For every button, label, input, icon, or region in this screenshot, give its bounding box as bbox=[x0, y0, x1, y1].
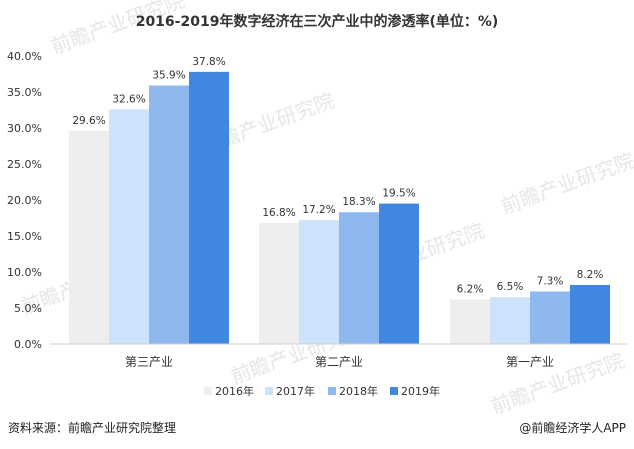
bar bbox=[450, 299, 490, 344]
y-tick-label: 20.0% bbox=[7, 194, 42, 207]
x-axis: 第三产业 第二产业 第一产业 bbox=[125, 355, 554, 369]
data-label: 8.2% bbox=[577, 269, 604, 281]
data-label: 16.8% bbox=[262, 207, 295, 219]
bar bbox=[69, 130, 109, 344]
category-label: 第三产业 bbox=[125, 355, 173, 369]
data-label: 17.2% bbox=[302, 204, 335, 216]
bar bbox=[339, 212, 379, 344]
legend-item: 2017年 bbox=[265, 384, 315, 398]
data-label: 7.3% bbox=[537, 275, 564, 287]
legend-swatch bbox=[328, 387, 336, 395]
legend-item: 2018年 bbox=[328, 384, 378, 398]
legend-item: 2016年 bbox=[204, 384, 254, 398]
y-axis: 0.0% 5.0% 10.0% 15.0% 20.0% 25.0% 30.0% 35.0% 40… bbox=[7, 50, 42, 351]
data-label: 19.5% bbox=[382, 188, 415, 200]
bar bbox=[299, 220, 339, 344]
bar-group: 6.2% 6.5% 7.3% 8.2% bbox=[450, 269, 610, 344]
y-tick-label: 35.0% bbox=[7, 86, 42, 99]
data-label: 6.2% bbox=[457, 283, 484, 295]
bar bbox=[379, 203, 419, 344]
watermark-text: 前瞻产业研究院 bbox=[498, 148, 634, 218]
bar bbox=[109, 109, 149, 344]
chart-title: 2016-2019年数字经济在三次产业中的渗透率(单位：%) bbox=[136, 13, 499, 30]
legend-label: 2017年 bbox=[276, 384, 315, 398]
category-label: 第二产业 bbox=[315, 355, 363, 369]
bar-group: 29.6% 32.6% 35.9% 37.8% bbox=[69, 56, 229, 345]
legend-label: 2019年 bbox=[401, 384, 440, 398]
y-tick-label: 15.0% bbox=[7, 230, 42, 243]
bar-group: 16.8% 17.2% 18.3% 19.5% bbox=[259, 188, 419, 344]
bar-groups: 29.6% 32.6% 35.9% 37.8% 16.8% 17.2% 18.3% 19.5%… bbox=[69, 56, 610, 345]
data-label: 35.9% bbox=[152, 70, 185, 82]
data-label: 18.3% bbox=[342, 196, 375, 208]
category-label: 第一产业 bbox=[506, 355, 554, 369]
y-tick-label: 30.0% bbox=[7, 122, 42, 135]
y-tick-label: 5.0% bbox=[14, 302, 42, 315]
data-label: 32.6% bbox=[112, 93, 145, 105]
data-label: 29.6% bbox=[72, 115, 105, 127]
data-label: 6.5% bbox=[497, 281, 524, 293]
bar bbox=[149, 85, 189, 345]
legend-swatch bbox=[265, 387, 273, 395]
legend-swatch bbox=[204, 387, 212, 395]
y-tick-label: 40.0% bbox=[7, 50, 42, 63]
bar bbox=[570, 284, 610, 344]
bar bbox=[189, 71, 229, 344]
data-label: 37.8% bbox=[192, 56, 225, 68]
credit-text: @前瞻经济学人APP bbox=[519, 420, 626, 435]
legend-swatch bbox=[390, 387, 398, 395]
source-note: 资料来源：前瞻产业研究院整理 bbox=[8, 420, 176, 435]
legend-item: 2019年 bbox=[390, 384, 440, 398]
legend-label: 2018年 bbox=[339, 384, 378, 398]
y-tick-label: 0.0% bbox=[14, 338, 42, 351]
y-tick-label: 10.0% bbox=[7, 266, 42, 279]
legend: 2016年 2017年 2018年 2019年 bbox=[204, 384, 440, 398]
y-tick-label: 25.0% bbox=[7, 158, 42, 171]
legend-label: 2016年 bbox=[215, 384, 254, 398]
bar bbox=[490, 297, 530, 344]
bar bbox=[530, 291, 570, 344]
bar bbox=[259, 223, 299, 344]
